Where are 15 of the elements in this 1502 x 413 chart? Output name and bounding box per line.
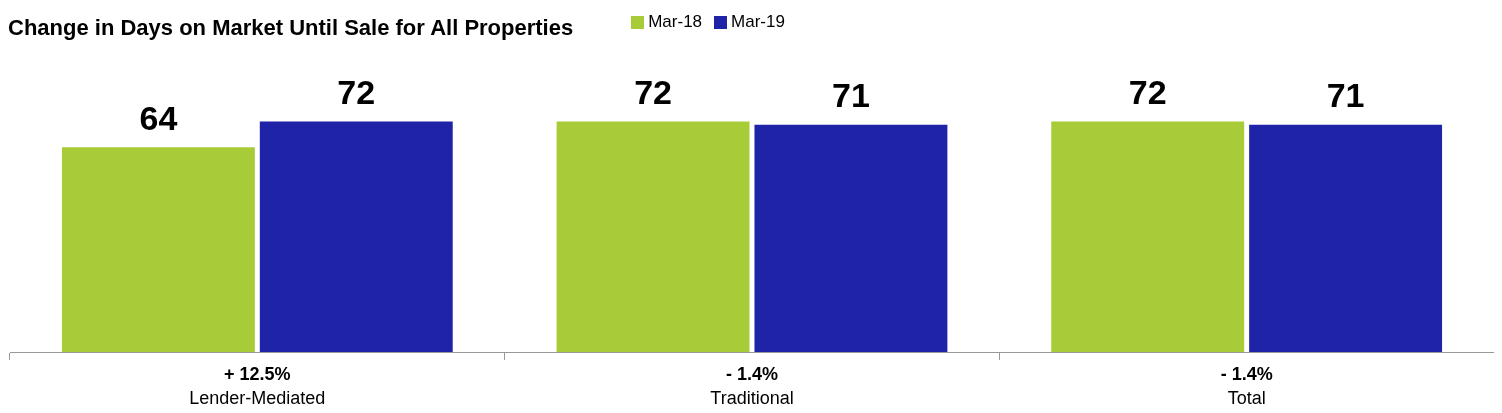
text: - 1.4%: [1220, 363, 1273, 384]
data-label: 72: [337, 72, 376, 111]
legend-label: Mar-19: [731, 12, 785, 32]
legend-label: Mar-18: [648, 12, 703, 32]
x-tick-label: Lender-Mediated: [189, 387, 326, 408]
data-label: 72: [1128, 72, 1167, 111]
data-label: 71: [832, 76, 870, 115]
text: + 12.5%: [224, 363, 291, 384]
x-tick-label: Total: [1227, 387, 1266, 408]
data-label: 64: [139, 98, 178, 137]
text: - 1.4%: [725, 363, 779, 384]
chart-title: Change in Days on Market Until Sale for All Properties: [8, 15, 574, 41]
data-label: 72: [634, 72, 672, 111]
x-tick-label: Traditional: [710, 387, 794, 408]
data-label: 71: [1326, 76, 1365, 115]
